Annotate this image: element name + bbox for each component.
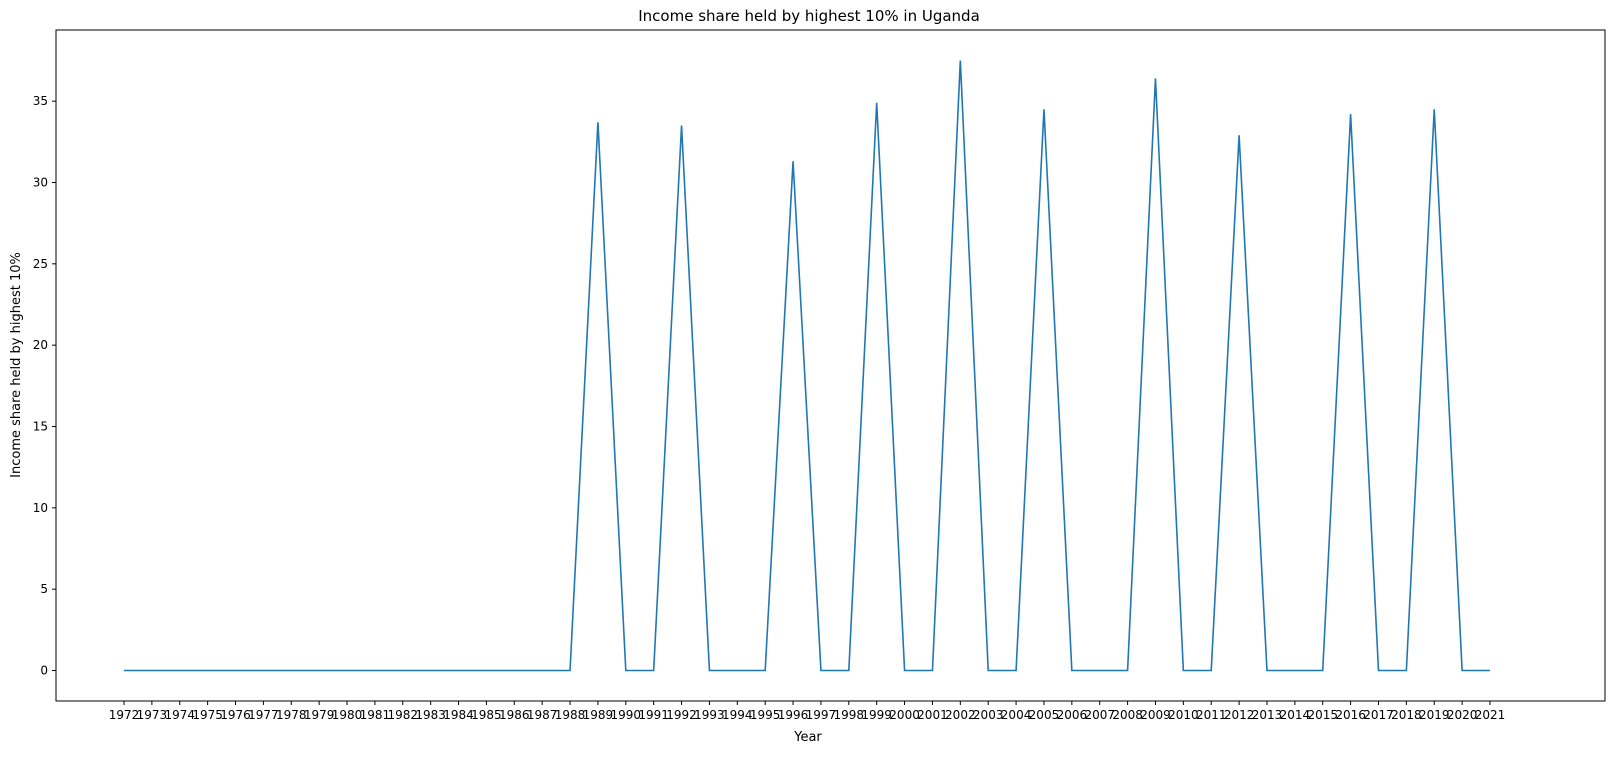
x-tick-label: 1974 [164,708,195,722]
x-tick-label: 2010 [1168,708,1199,722]
y-axis-title: Income share held by highest 10% [9,252,24,478]
x-tick-label: 2016 [1335,708,1366,722]
x-tick-label: 1981 [360,708,391,722]
x-axis-title: Year [793,730,822,745]
x-tick-label: 2000 [889,708,920,722]
x-tick-label: 1978 [276,708,307,722]
y-tick-label: 25 [33,257,48,271]
x-tick-label: 2009 [1140,708,1171,722]
y-tick-label: 5 [40,582,48,596]
x-tick-label: 1987 [527,708,558,722]
plot-area-frame [55,29,1606,702]
x-tick-label: 1985 [471,708,502,722]
x-tick-label: 2005 [1029,708,1060,722]
x-tick-label: 1977 [248,708,279,722]
x-tick-label: 1991 [638,708,669,722]
y-axis: 0 5 10 15 20 25 30 35 [33,94,56,678]
x-tick-label: 1983 [415,708,446,722]
y-tick-label: 15 [33,420,48,434]
x-tick-label: 2019 [1419,708,1450,722]
x-tick-label: 1972 [109,708,140,722]
x-tick-label: 2012 [1224,708,1255,722]
x-tick-label: 1994 [722,708,753,722]
chart-title: Income share held by highest 10% in Ugan… [638,7,980,25]
x-tick-label: 2015 [1307,708,1338,722]
x-tick-label: 1979 [304,708,335,722]
x-tick-label: 2011 [1196,708,1227,722]
y-tick-label: 20 [33,338,48,352]
x-tick-label: 1998 [834,708,865,722]
x-tick-label: 1984 [443,708,474,722]
x-tick-label: 1982 [388,708,419,722]
x-tick-label: 2018 [1391,708,1422,722]
x-tick-label: 1989 [583,708,614,722]
x-tick-label: 1973 [137,708,168,722]
series-layer [123,60,1491,672]
x-tick-label: 2017 [1363,708,1394,722]
x-tick-label: 2003 [973,708,1004,722]
x-tick-label: 1988 [555,708,586,722]
x-tick-label: 1976 [220,708,251,722]
y-tick-label: 35 [33,94,48,108]
x-tick-label: 2021 [1475,708,1506,722]
series-line [124,60,1490,672]
y-tick-label: 10 [33,501,48,515]
x-tick-label: 2002 [945,708,976,722]
x-tick-label: 1995 [750,708,781,722]
x-tick-label: 1997 [806,708,837,722]
x-tick-label: 1996 [778,708,809,722]
x-tick-label: 2006 [1057,708,1088,722]
x-tick-label: 2008 [1112,708,1143,722]
x-tick-label: 2014 [1280,708,1311,722]
x-tick-label: 1992 [666,708,697,722]
y-tick-label: 30 [33,176,48,190]
x-tick-label: 1975 [192,708,223,722]
x-tick-label: 2013 [1252,708,1283,722]
y-tick-label: 0 [40,664,48,678]
x-tick-label: 1999 [861,708,892,722]
x-tick-label: 1980 [332,708,363,722]
x-tick-label: 2001 [917,708,948,722]
x-tick-label: 2007 [1084,708,1115,722]
x-tick-label: 1986 [499,708,530,722]
x-tick-label: 2004 [1001,708,1032,722]
x-tick-label: 1993 [694,708,725,722]
x-tick-label: 1990 [611,708,642,722]
x-tick-label: 2020 [1447,708,1478,722]
x-axis: 1972197319741975197619771978197919801981… [109,701,1506,722]
